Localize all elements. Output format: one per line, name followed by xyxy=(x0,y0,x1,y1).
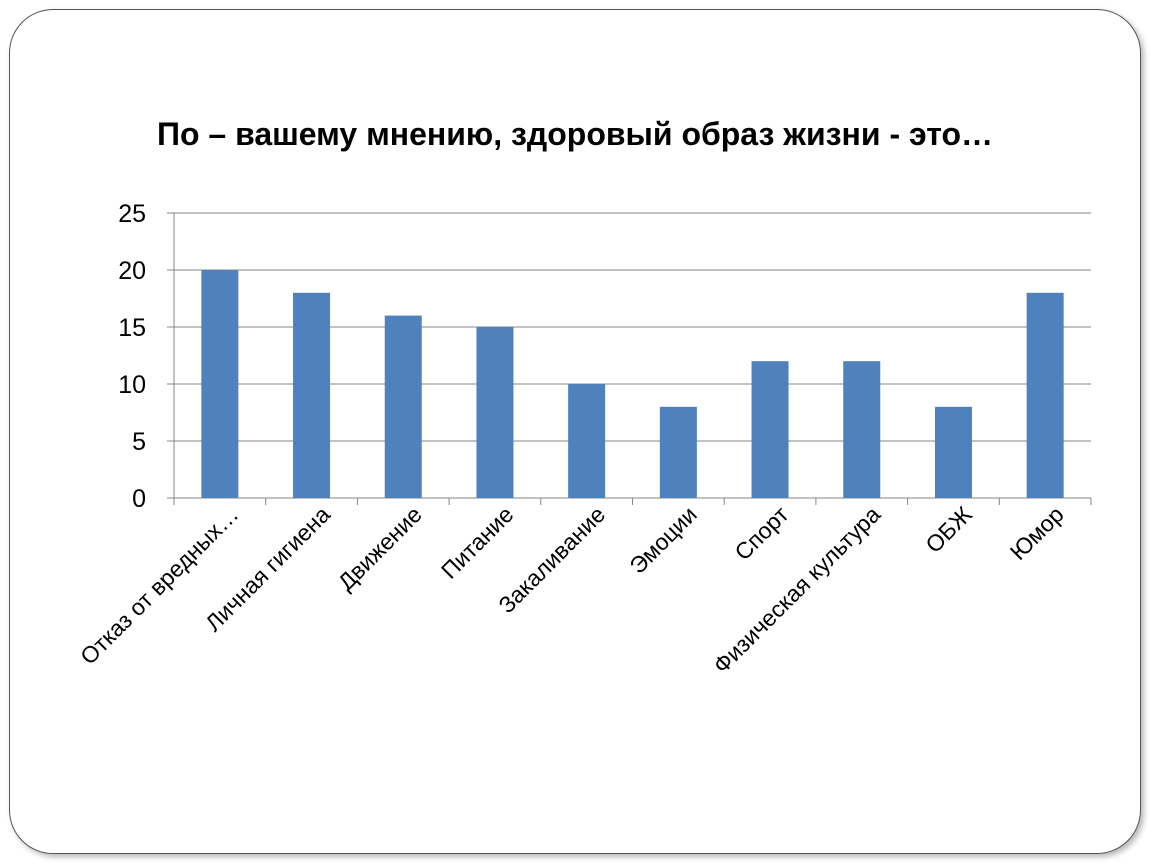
bar xyxy=(1026,292,1064,498)
bar xyxy=(934,406,972,498)
bar xyxy=(751,361,789,498)
x-category-label: Спорт xyxy=(729,501,793,565)
x-category-label: Юмор xyxy=(1005,501,1069,565)
bar xyxy=(201,270,239,498)
bar xyxy=(293,292,331,498)
bar xyxy=(384,315,422,498)
y-tick-label: 10 xyxy=(118,371,146,399)
bar xyxy=(843,361,881,498)
y-tick-label: 20 xyxy=(118,257,146,285)
y-tick-label: 0 xyxy=(132,485,146,513)
y-tick-label: 15 xyxy=(118,314,146,342)
bar xyxy=(659,406,697,498)
x-category-label: ОБЖ xyxy=(920,501,977,558)
chart-title: По – вашему мнению, здоровый образ жизни… xyxy=(156,116,994,152)
x-category-label: Питание xyxy=(436,501,519,584)
y-tick-label: 5 xyxy=(132,428,146,456)
x-category-label: Эмоции xyxy=(624,501,702,579)
y-tick-label: 25 xyxy=(118,200,146,228)
bar xyxy=(476,327,514,498)
x-category-label: Движение xyxy=(333,501,427,595)
x-category-label: Отказ от вредных… xyxy=(75,501,243,669)
bar xyxy=(568,384,606,498)
x-category-label: Физическая культура xyxy=(708,501,885,678)
